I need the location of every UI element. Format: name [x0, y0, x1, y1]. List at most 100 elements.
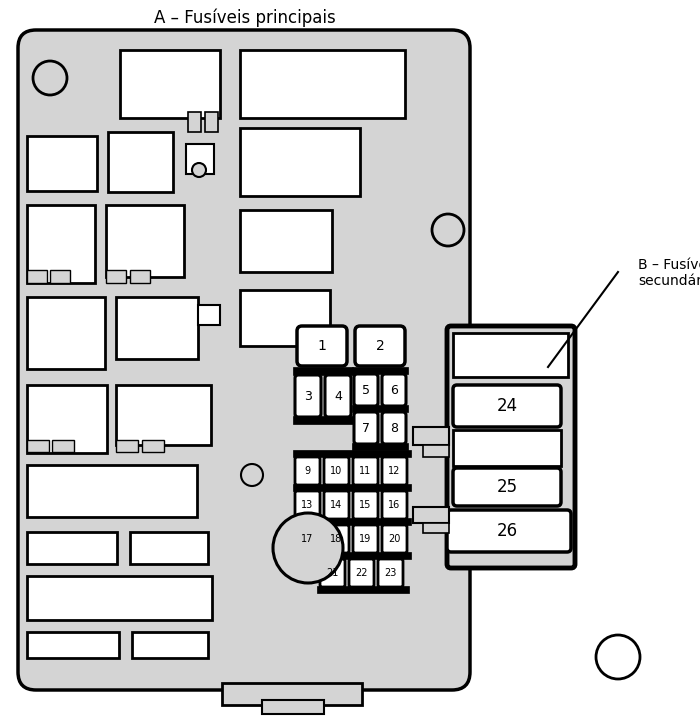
Bar: [106, 205, 184, 277]
FancyBboxPatch shape: [355, 326, 405, 366]
Bar: [116, 440, 138, 452]
Circle shape: [33, 61, 67, 95]
Bar: [27, 632, 119, 658]
Text: 2: 2: [376, 339, 384, 353]
Bar: [240, 290, 330, 346]
Bar: [413, 507, 449, 523]
Bar: [132, 632, 208, 658]
Bar: [423, 445, 449, 457]
Bar: [240, 128, 360, 196]
Bar: [262, 700, 324, 714]
Text: 6: 6: [390, 383, 398, 396]
Circle shape: [596, 635, 640, 679]
Bar: [453, 430, 561, 466]
Text: 17: 17: [301, 534, 313, 544]
FancyBboxPatch shape: [382, 491, 407, 519]
Bar: [27, 297, 105, 369]
Bar: [50, 270, 70, 283]
FancyBboxPatch shape: [353, 457, 378, 485]
Bar: [108, 132, 173, 192]
Bar: [27, 532, 117, 564]
Text: 11: 11: [359, 466, 371, 476]
Bar: [293, 450, 411, 457]
FancyBboxPatch shape: [18, 30, 470, 690]
FancyBboxPatch shape: [378, 559, 403, 587]
FancyBboxPatch shape: [324, 525, 349, 553]
Bar: [198, 305, 220, 325]
Text: 23: 23: [384, 568, 396, 578]
Bar: [27, 465, 197, 517]
Text: B – Fusíveis
secundários: B – Fusíveis secundários: [638, 258, 700, 288]
FancyBboxPatch shape: [382, 412, 406, 444]
FancyBboxPatch shape: [382, 525, 407, 553]
Bar: [106, 270, 126, 283]
Bar: [120, 50, 220, 118]
Bar: [27, 385, 107, 453]
Circle shape: [192, 163, 206, 177]
Text: 16: 16: [388, 500, 400, 510]
Text: 22: 22: [355, 568, 368, 578]
FancyBboxPatch shape: [354, 374, 378, 406]
Bar: [413, 427, 449, 445]
FancyBboxPatch shape: [325, 375, 351, 417]
FancyBboxPatch shape: [349, 559, 374, 587]
FancyBboxPatch shape: [353, 491, 378, 519]
Text: 3: 3: [304, 390, 312, 403]
Text: 8: 8: [390, 421, 398, 434]
Text: 20: 20: [388, 534, 400, 544]
Bar: [352, 405, 408, 412]
Text: 9: 9: [304, 466, 310, 476]
Text: 14: 14: [330, 500, 342, 510]
Text: 26: 26: [496, 522, 517, 540]
FancyBboxPatch shape: [295, 375, 321, 417]
Bar: [186, 144, 214, 174]
Bar: [240, 210, 332, 272]
Bar: [188, 112, 201, 132]
Bar: [52, 440, 74, 452]
Text: 18: 18: [330, 534, 342, 544]
FancyBboxPatch shape: [382, 374, 406, 406]
FancyBboxPatch shape: [324, 491, 349, 519]
FancyBboxPatch shape: [453, 468, 561, 506]
FancyBboxPatch shape: [453, 385, 561, 427]
Circle shape: [273, 513, 343, 583]
Text: 13: 13: [301, 500, 313, 510]
Bar: [27, 440, 49, 452]
Bar: [453, 333, 568, 377]
Text: A – Fusíveis principais: A – Fusíveis principais: [154, 9, 336, 27]
Bar: [317, 586, 409, 593]
FancyBboxPatch shape: [447, 510, 571, 552]
Text: 19: 19: [359, 534, 371, 544]
Text: 10: 10: [330, 466, 342, 476]
Bar: [293, 416, 353, 424]
Bar: [142, 440, 164, 452]
FancyBboxPatch shape: [354, 412, 378, 444]
Bar: [293, 484, 411, 491]
Circle shape: [241, 464, 263, 486]
Bar: [130, 532, 208, 564]
Circle shape: [432, 214, 464, 246]
Bar: [293, 518, 411, 525]
Text: 7: 7: [362, 421, 370, 434]
Bar: [116, 297, 198, 359]
Text: 5: 5: [362, 383, 370, 396]
Bar: [423, 523, 449, 533]
FancyBboxPatch shape: [382, 457, 407, 485]
Bar: [27, 205, 95, 283]
FancyBboxPatch shape: [295, 525, 320, 553]
Text: 24: 24: [496, 397, 517, 415]
Text: 4: 4: [334, 390, 342, 403]
Text: 25: 25: [496, 478, 517, 496]
Bar: [352, 443, 408, 450]
Bar: [27, 576, 212, 620]
Bar: [116, 385, 211, 445]
Bar: [205, 112, 218, 132]
FancyBboxPatch shape: [320, 559, 345, 587]
FancyBboxPatch shape: [324, 457, 349, 485]
Bar: [222, 683, 362, 705]
Text: 12: 12: [388, 466, 400, 476]
FancyBboxPatch shape: [297, 326, 347, 366]
FancyBboxPatch shape: [353, 525, 378, 553]
Text: 15: 15: [359, 500, 371, 510]
Bar: [27, 136, 97, 191]
